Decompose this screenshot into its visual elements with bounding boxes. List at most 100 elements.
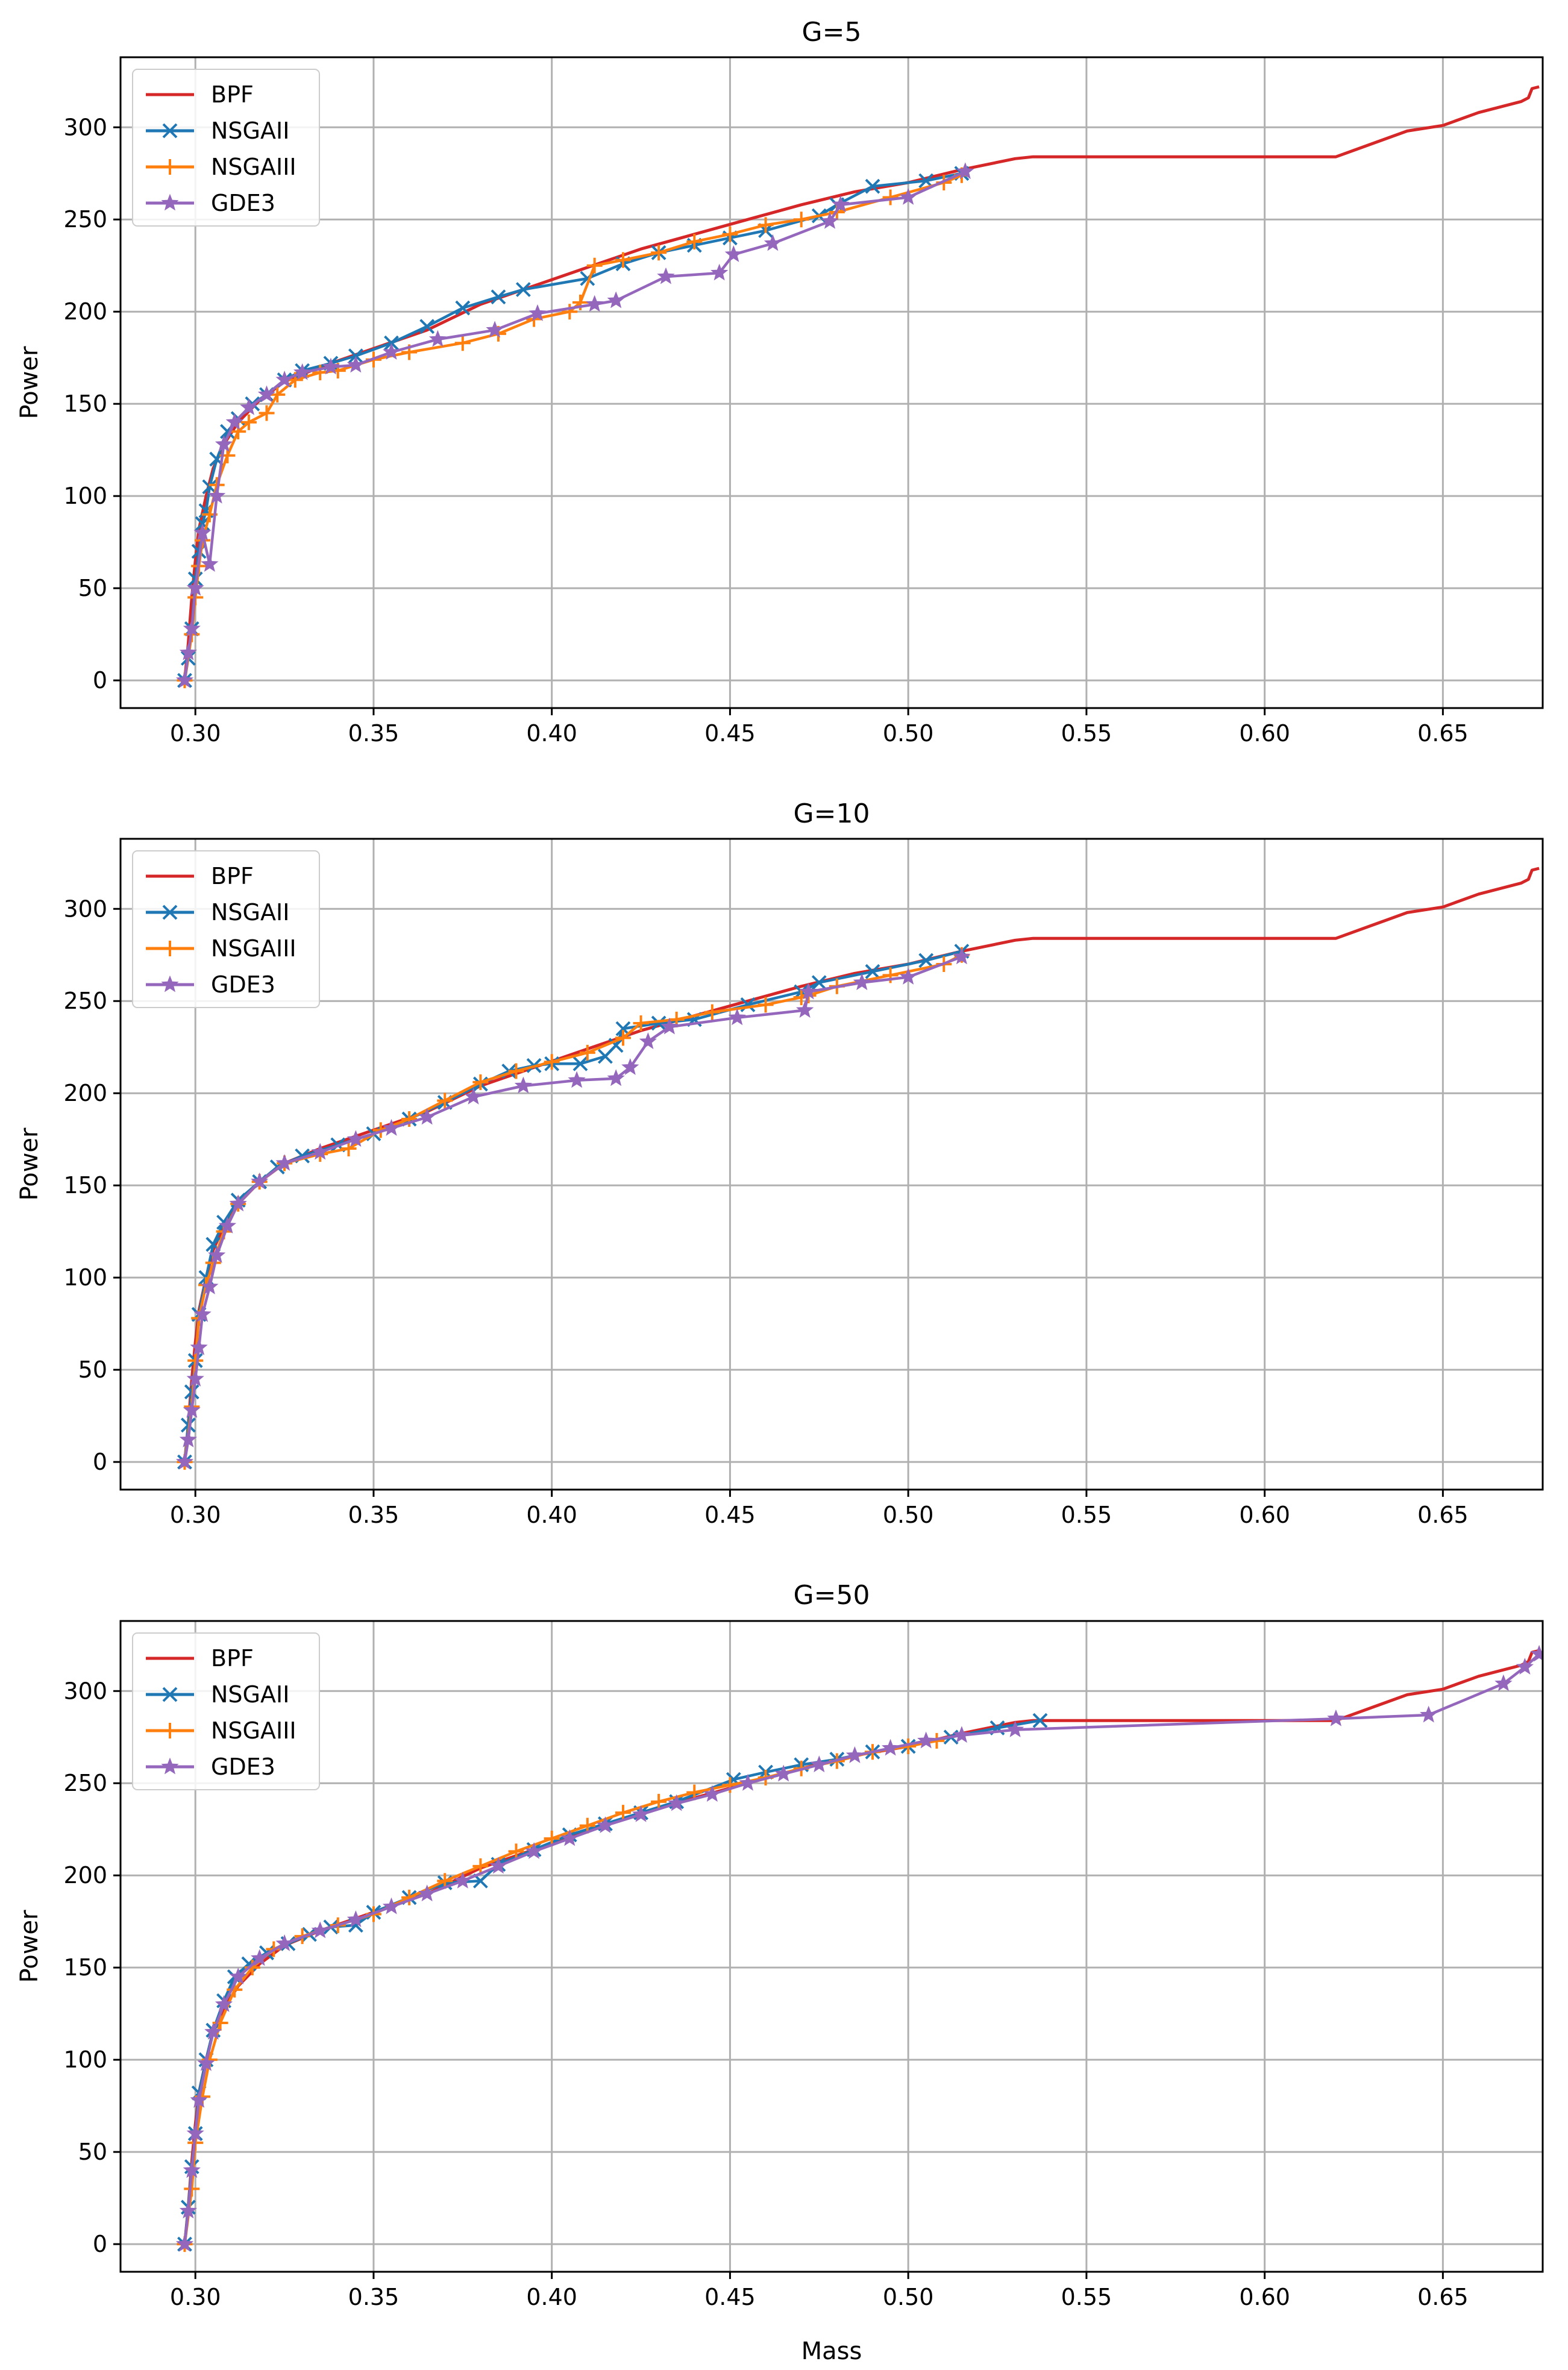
y-tick-label: 50 <box>78 575 107 601</box>
data-point-gde3 <box>795 1001 814 1018</box>
data-point-gde3 <box>190 2091 208 2108</box>
x-tick-label: 0.45 <box>704 1502 756 1528</box>
legend-marker-nsgaii <box>162 904 178 920</box>
data-point-nsgaii <box>865 964 880 979</box>
data-point-gde3 <box>311 1921 329 1939</box>
data-point-gde3 <box>1420 1705 1438 1723</box>
x-tick-label: 0.45 <box>704 720 756 747</box>
data-layer <box>175 1644 1543 2252</box>
data-point-gde3 <box>251 1949 269 1966</box>
data-point-gde3 <box>724 245 743 262</box>
data-point-nsgaii <box>455 300 471 316</box>
data-point-nsgaiii <box>437 1093 453 1109</box>
legend: BPF NSGAII NSGAIII GDE3 <box>132 69 320 227</box>
data-point-gde3 <box>821 212 839 229</box>
series-line-nsgaii <box>183 172 962 681</box>
data-point-gde3 <box>179 1431 198 1447</box>
data-point-nsgaiii <box>651 1793 667 1810</box>
data-point-nsgaiii <box>240 414 257 430</box>
data-point-gde3 <box>657 267 675 284</box>
data-point-gde3 <box>881 1738 900 1756</box>
x-tick-label: 0.60 <box>1239 2284 1290 2310</box>
data-point-gde3 <box>660 1017 679 1035</box>
data-point-gde3 <box>193 1305 212 1322</box>
x-tick-label: 0.40 <box>526 2284 577 2310</box>
data-point-nsgaiii <box>212 2014 228 2031</box>
data-point-nsgaiii <box>686 233 703 249</box>
data-point-gde3 <box>899 188 917 205</box>
data-point-gde3 <box>347 1130 365 1147</box>
x-tick-label: 0.50 <box>883 720 934 747</box>
legend: BPF NSGAII NSGAIII GDE3 <box>132 1632 320 1790</box>
data-point-gde3 <box>311 1143 329 1160</box>
data-point-nsgaii <box>811 975 827 991</box>
x-tick-label: 0.30 <box>170 1502 221 1528</box>
x-tick-label: 0.60 <box>1239 1502 1290 1528</box>
data-point-gde3 <box>728 1008 746 1026</box>
data-point-gde3 <box>1006 1720 1024 1737</box>
data-point-gde3 <box>186 2124 204 2142</box>
data-point-nsgaiii <box>579 1044 595 1061</box>
data-point-gde3 <box>899 968 917 985</box>
series-line-gde3 <box>183 1653 1540 2245</box>
data-point-gde3 <box>225 413 243 430</box>
data-point-nsgaii <box>608 1038 624 1053</box>
data-point-gde3 <box>1516 1658 1534 1675</box>
data-point-gde3 <box>240 398 258 415</box>
data-point-gde3 <box>956 162 974 180</box>
data-layer <box>175 85 1540 689</box>
data-point-nsgaiii <box>757 997 774 1013</box>
data-point-gde3 <box>639 1032 657 1050</box>
data-point-gde3 <box>208 1246 226 1263</box>
data-point-nsgaiii <box>454 335 471 351</box>
data-point-nsgaii <box>572 1056 588 1071</box>
data-point-gde3 <box>251 1172 269 1190</box>
series-line-nsgaii <box>183 1719 1041 2245</box>
legend-label-nsgaiii: NSGAIII <box>211 154 296 180</box>
data-point-gde3 <box>293 363 312 380</box>
data-point-gde3 <box>382 1118 401 1136</box>
legend-label-gde3: GDE3 <box>211 190 275 216</box>
series-line-gde3 <box>183 170 966 681</box>
x-tick-label: 0.65 <box>1417 2284 1469 2310</box>
data-point-gde3 <box>514 1076 533 1094</box>
data-point-gde3 <box>528 304 547 321</box>
chart-panel-g10: G=10 0.30 0.35 0.40 0.45 0.50 0.55 0.60 0.65 0 50… <box>16 798 1544 1528</box>
axes-frame <box>119 56 1544 709</box>
data-point-gde3 <box>175 1452 194 1470</box>
data-point-gde3 <box>190 1338 208 1355</box>
data-point-gde3 <box>560 1829 579 1846</box>
data-point-gde3 <box>201 1277 219 1294</box>
data-point-gde3 <box>208 486 226 504</box>
series-line-nsgaiii <box>183 953 962 1462</box>
y-tick-label: 50 <box>78 2139 107 2165</box>
legend-marker-nsgaiii <box>162 159 178 175</box>
x-tick-label: 0.40 <box>526 1502 577 1528</box>
y-tick-label: 100 <box>63 483 107 509</box>
y-tick-label: 150 <box>63 390 107 417</box>
legend-label-bpf: BPF <box>211 1645 254 1672</box>
data-point-nsgaii <box>491 289 506 305</box>
data-point-nsgaii <box>651 1015 666 1031</box>
data-point-nsgaii <box>515 282 531 297</box>
x-axis-label: Mass <box>801 2337 862 2365</box>
data-point-nsgaiii <box>882 189 898 205</box>
legend-label-nsgaiii: NSGAIII <box>211 935 296 962</box>
x-tick-label: 0.65 <box>1417 720 1469 747</box>
data-point-gde3 <box>739 1773 757 1791</box>
data-point-gde3 <box>632 1805 650 1822</box>
series-line-nsgaiii <box>183 1739 937 2245</box>
data-point-gde3 <box>186 1369 204 1387</box>
data-point-nsgaiii <box>259 405 275 421</box>
data-point-gde3 <box>257 385 276 403</box>
data-point-gde3 <box>853 973 871 991</box>
data-point-nsgaiii <box>544 1054 560 1070</box>
y-tick-label: 250 <box>63 1770 107 1796</box>
data-point-gde3 <box>953 1726 971 1743</box>
data-point-gde3 <box>774 1764 792 1782</box>
y-tick-label: 100 <box>63 1264 107 1291</box>
legend-label-gde3: GDE3 <box>211 971 275 998</box>
data-point-gde3 <box>621 1058 639 1075</box>
x-tick-label: 0.60 <box>1239 720 1290 747</box>
